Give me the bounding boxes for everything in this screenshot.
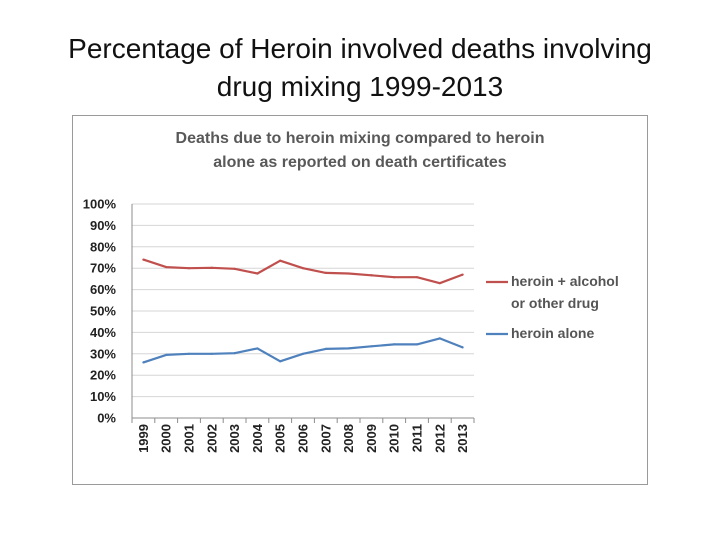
- x-tick-label: 2003: [227, 424, 242, 453]
- data-point: [461, 273, 464, 276]
- series: [142, 258, 464, 364]
- x-tick-label: 1999: [136, 424, 151, 453]
- slide-title-line-2: drug mixing 1999-2013: [216, 71, 504, 102]
- x-tick-label: 2010: [387, 424, 402, 453]
- y-tick-label: 90%: [90, 218, 116, 233]
- slide-title: Percentage of Heroin involved deaths inv…: [20, 30, 700, 106]
- data-point: [347, 272, 350, 275]
- data-point: [370, 274, 373, 277]
- series-line-heroin-mixing: [143, 258, 463, 285]
- data-point: [347, 347, 350, 350]
- y-tick-label: 70%: [90, 261, 116, 276]
- data-point: [301, 267, 305, 270]
- chart-title: Deaths due to heroin mixing compared to …: [176, 130, 545, 171]
- data-point: [438, 282, 441, 285]
- y-tick-label: 100%: [83, 197, 117, 212]
- gridlines: [132, 203, 474, 419]
- data-point: [187, 267, 191, 270]
- x-tick-label: 2007: [318, 424, 333, 453]
- x-tick-label: 2006: [296, 424, 311, 453]
- y-tick-label: 10%: [90, 389, 116, 404]
- x-tick-label: 2001: [182, 424, 197, 453]
- data-point: [370, 345, 373, 348]
- chart-frame: [72, 115, 648, 485]
- x-tick-label: 2008: [341, 424, 356, 453]
- legend-label: or other drug: [511, 295, 599, 311]
- data-point: [279, 360, 282, 363]
- chart-title-line-1: Deaths due to heroin mixing compared to …: [176, 130, 545, 147]
- legend: heroin + alcohol or other drug heroin alon…: [486, 273, 619, 341]
- x-tick-label: 2012: [432, 424, 447, 453]
- data-point: [233, 267, 236, 270]
- legend-label: heroin alone: [511, 325, 594, 341]
- data-point: [233, 352, 236, 355]
- y-tick-label: 0%: [97, 411, 116, 426]
- x-axis: 1999 2000 2001 2002 2003 2004 2005 2006 2007 2008…: [131, 417, 475, 453]
- data-point: [415, 276, 419, 279]
- y-tick-label: 40%: [90, 325, 116, 340]
- data-point: [301, 352, 305, 355]
- y-tick-label: 30%: [90, 346, 116, 361]
- x-tick-label: 2004: [250, 423, 265, 453]
- data-point: [142, 361, 145, 364]
- x-tick-label: 2009: [364, 424, 379, 453]
- data-point: [142, 258, 145, 261]
- x-tick-label: 2002: [204, 424, 219, 453]
- data-point: [461, 346, 464, 349]
- y-tick-label: 50%: [90, 304, 116, 319]
- legend-label: heroin + alcohol: [511, 273, 619, 289]
- data-point: [165, 266, 168, 269]
- x-tick-label: 2013: [455, 424, 470, 453]
- data-point: [393, 276, 396, 279]
- data-point: [256, 347, 259, 350]
- y-tick-label: 80%: [90, 239, 116, 254]
- data-point: [324, 271, 327, 275]
- data-point: [438, 337, 441, 340]
- y-axis: 0% 10% 20% 30% 40% 50% 60% 70% 80% 90% 100%: [83, 197, 133, 426]
- chart-title-line-2: alone as reported on death certificates: [213, 154, 507, 171]
- data-point: [415, 343, 419, 346]
- data-point: [210, 352, 213, 355]
- data-point: [393, 343, 396, 346]
- data-point: [256, 272, 259, 275]
- data-point: [187, 352, 191, 355]
- data-point: [165, 353, 168, 356]
- data-point: [279, 259, 282, 262]
- x-tick-label: 2005: [273, 424, 288, 453]
- y-tick-label: 20%: [90, 368, 116, 383]
- x-tick-label: 2000: [159, 424, 174, 453]
- x-tick-label: 2011: [410, 424, 425, 452]
- data-point: [210, 266, 213, 269]
- y-tick-label: 60%: [90, 282, 116, 297]
- slide-title-line-1: Percentage of Heroin involved deaths inv…: [68, 33, 652, 64]
- data-point: [324, 347, 327, 350]
- series-line-heroin-alone: [143, 337, 464, 364]
